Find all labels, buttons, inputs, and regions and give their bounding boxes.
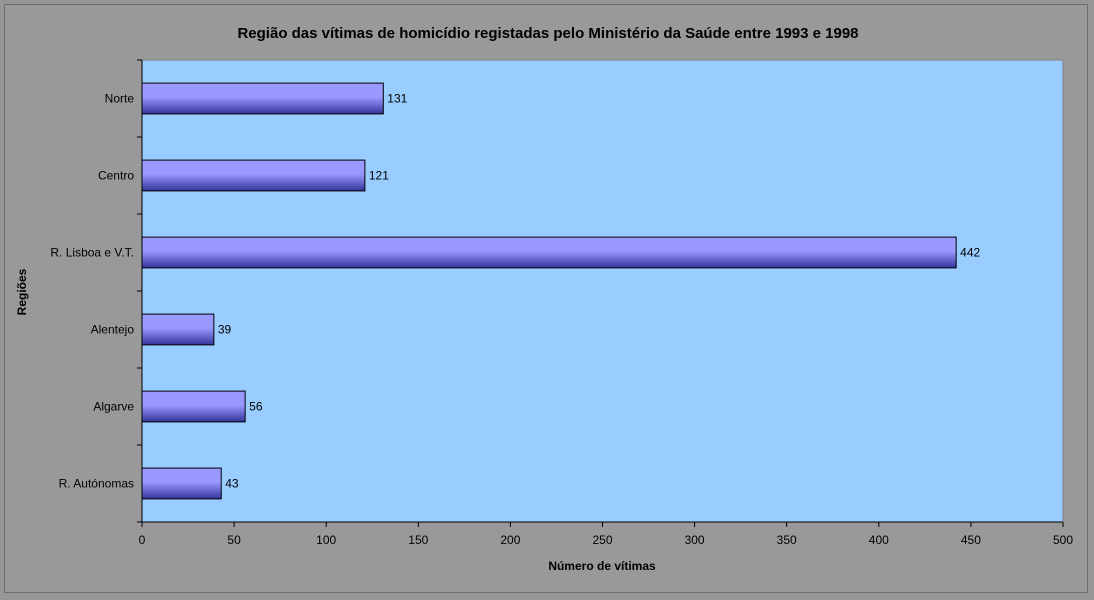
x-tick-label: 400 — [869, 533, 889, 547]
x-tick-label: 250 — [592, 533, 612, 547]
chart-title: Região das vítimas de homicídio registad… — [237, 25, 858, 42]
bar — [141, 467, 222, 500]
category-label: R. Lisboa e V.T. — [50, 246, 134, 260]
bar — [141, 236, 957, 269]
x-axis-title: Número de vítimas — [548, 559, 656, 573]
data-label: 43 — [225, 477, 239, 491]
x-tick-label: 150 — [408, 533, 428, 547]
category-label: Centro — [98, 169, 134, 183]
data-label: 442 — [960, 246, 980, 260]
category-label: Alentejo — [91, 323, 135, 337]
x-tick-label: 300 — [685, 533, 705, 547]
y-axis-title: Regiões — [15, 268, 29, 315]
data-label: 56 — [249, 400, 263, 414]
bar — [141, 390, 246, 423]
data-label: 131 — [387, 92, 407, 106]
bar — [141, 313, 215, 346]
bar — [141, 82, 384, 115]
data-label: 121 — [369, 169, 389, 183]
data-label: 39 — [218, 323, 232, 337]
bar — [141, 159, 366, 192]
chart-area: Região das vítimas de homicídio registad… — [4, 4, 1088, 593]
bar-chart: Região das vítimas de homicídio registad… — [15, 25, 1073, 573]
x-tick-label: 500 — [1053, 533, 1073, 547]
plot-area — [141, 59, 1064, 523]
category-label: R. Autónomas — [59, 477, 134, 491]
category-label: Norte — [105, 92, 135, 106]
x-tick-label: 450 — [961, 533, 981, 547]
x-tick-label: 200 — [500, 533, 520, 547]
category-label: Algarve — [93, 400, 134, 414]
x-tick-label: 50 — [227, 533, 241, 547]
x-tick-label: 0 — [139, 533, 146, 547]
x-tick-label: 100 — [316, 533, 336, 547]
x-tick-label: 350 — [777, 533, 797, 547]
